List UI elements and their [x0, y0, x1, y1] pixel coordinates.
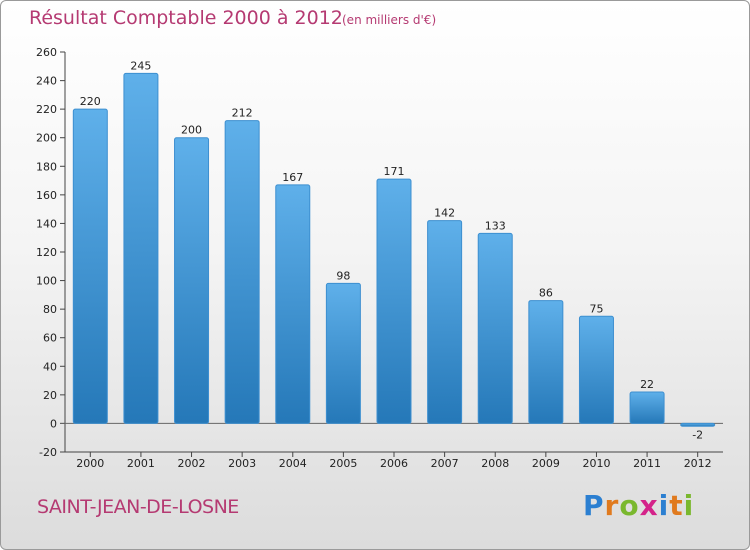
- chart-subtitle: (en milliers d'€): [342, 13, 437, 27]
- y-tick-label: 20: [43, 389, 57, 402]
- x-tick-label: 2005: [329, 457, 357, 470]
- proxiti-logo[interactable]: Proxiti: [583, 489, 694, 522]
- logo-letter: r: [604, 489, 620, 522]
- data-label: 142: [434, 207, 455, 220]
- bar-2000[interactable]: [72, 108, 108, 424]
- bar-2002[interactable]: [174, 137, 210, 424]
- x-tick-label: 2007: [431, 457, 459, 470]
- y-tick-label: 160: [36, 189, 57, 202]
- x-tick-label: 2008: [481, 457, 509, 470]
- data-label: 212: [232, 107, 253, 120]
- bar-2003[interactable]: [224, 120, 260, 424]
- data-label: 22: [640, 378, 654, 391]
- logo-letter: t: [669, 489, 684, 522]
- bar-2010[interactable]: [578, 315, 614, 424]
- x-tick-label: 2003: [228, 457, 256, 470]
- y-tick-label: 40: [43, 360, 57, 373]
- bar-2008[interactable]: [477, 232, 513, 424]
- y-tick-label: 180: [36, 160, 57, 173]
- bar-2009[interactable]: [528, 300, 564, 424]
- data-label: 133: [485, 219, 506, 232]
- bar-2004[interactable]: [275, 184, 311, 424]
- y-tick-label: 140: [36, 217, 57, 230]
- bar-2012[interactable]: [680, 422, 716, 427]
- bar-2011[interactable]: [629, 391, 665, 424]
- bar-2007[interactable]: [427, 220, 463, 424]
- logo-letter: i: [658, 489, 670, 522]
- y-tick-label: 220: [36, 103, 57, 116]
- y-tick-label: 200: [36, 132, 57, 145]
- data-label: 167: [282, 171, 303, 184]
- y-tick-label: 0: [50, 417, 57, 430]
- y-tick-label: 260: [36, 46, 57, 59]
- place-name: SAINT-JEAN-DE-LOSNE: [37, 496, 239, 518]
- x-tick-label: 2009: [532, 457, 560, 470]
- bar-2005[interactable]: [325, 282, 361, 424]
- x-tick-label: 2000: [76, 457, 104, 470]
- y-tick-label: 240: [36, 75, 57, 88]
- x-tick-label: 2012: [684, 457, 712, 470]
- data-label: -2: [692, 428, 703, 441]
- bar-2006[interactable]: [376, 178, 412, 424]
- data-label: 200: [181, 124, 202, 137]
- y-tick-label: -20: [39, 446, 57, 459]
- bar-2001[interactable]: [123, 72, 159, 424]
- data-label: 98: [336, 269, 350, 282]
- y-tick-label: 100: [36, 275, 57, 288]
- x-tick-label: 2002: [178, 457, 206, 470]
- data-label: 75: [589, 302, 603, 315]
- chart-title: Résultat Comptable 2000 à 2012: [29, 7, 343, 29]
- x-tick-label: 2010: [582, 457, 610, 470]
- x-tick-label: 2004: [279, 457, 307, 470]
- x-tick-label: 2006: [380, 457, 408, 470]
- data-label: 171: [384, 165, 405, 178]
- y-tick-label: 120: [36, 246, 57, 259]
- logo-letter: o: [619, 489, 640, 522]
- x-tick-label: 2001: [127, 457, 155, 470]
- data-label: 245: [130, 59, 151, 72]
- logo-letter: P: [583, 489, 605, 522]
- y-tick-label: 60: [43, 332, 57, 345]
- x-tick-label: 2011: [633, 457, 661, 470]
- logo-letter: x: [639, 489, 659, 522]
- data-label: 86: [539, 287, 553, 300]
- data-label: 220: [80, 95, 101, 108]
- logo-letter: i: [683, 489, 695, 522]
- y-tick-label: 80: [43, 303, 57, 316]
